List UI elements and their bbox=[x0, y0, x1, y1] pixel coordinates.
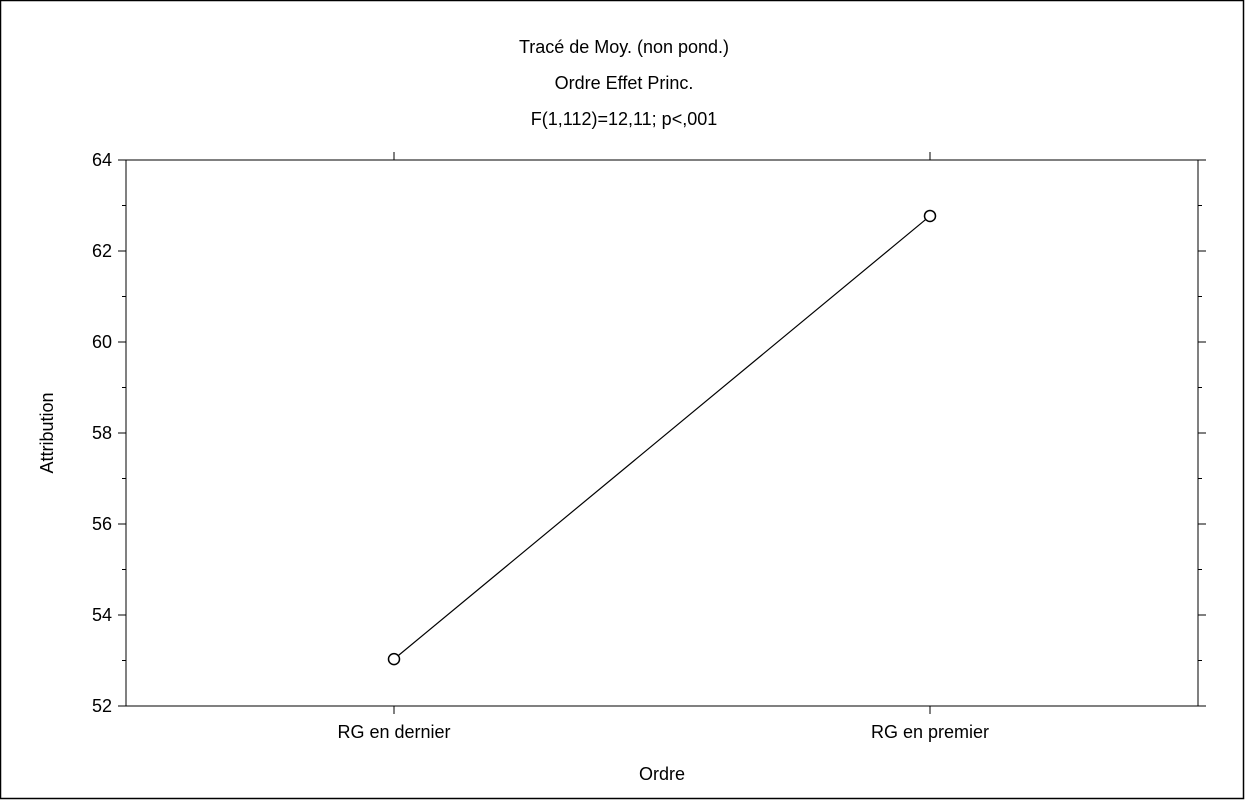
x-tick-label: RG en dernier bbox=[337, 722, 450, 742]
series-layer bbox=[387, 209, 937, 666]
chart-title-line-2: Ordre Effet Princ. bbox=[555, 73, 694, 93]
y-axis: 52 54 56 58 60 62 64 bbox=[92, 150, 1206, 716]
series-line bbox=[393, 215, 931, 660]
x-axis: RG en dernier RG en premier bbox=[337, 152, 989, 742]
y-axis-label: Attribution bbox=[37, 392, 57, 473]
chart-title-line-1: Tracé de Moy. (non pond.) bbox=[519, 37, 729, 57]
y-tick-label: 64 bbox=[92, 150, 112, 170]
x-axis-label: Ordre bbox=[639, 764, 685, 784]
chart-title-line-3: F(1,112)=12,11; p<,001 bbox=[531, 109, 717, 129]
data-point-marker bbox=[923, 209, 937, 223]
x-tick-label: RG en premier bbox=[871, 722, 989, 742]
y-tick-label: 52 bbox=[92, 696, 112, 716]
y-tick-label: 56 bbox=[92, 514, 112, 534]
y-tick-label: 60 bbox=[92, 332, 112, 352]
y-tick-label: 62 bbox=[92, 241, 112, 261]
chart-title: Tracé de Moy. (non pond.) Ordre Effet Pr… bbox=[519, 37, 729, 129]
y-tick-label: 58 bbox=[92, 423, 112, 443]
data-point-marker bbox=[387, 652, 401, 666]
y-tick-label: 54 bbox=[92, 605, 112, 625]
